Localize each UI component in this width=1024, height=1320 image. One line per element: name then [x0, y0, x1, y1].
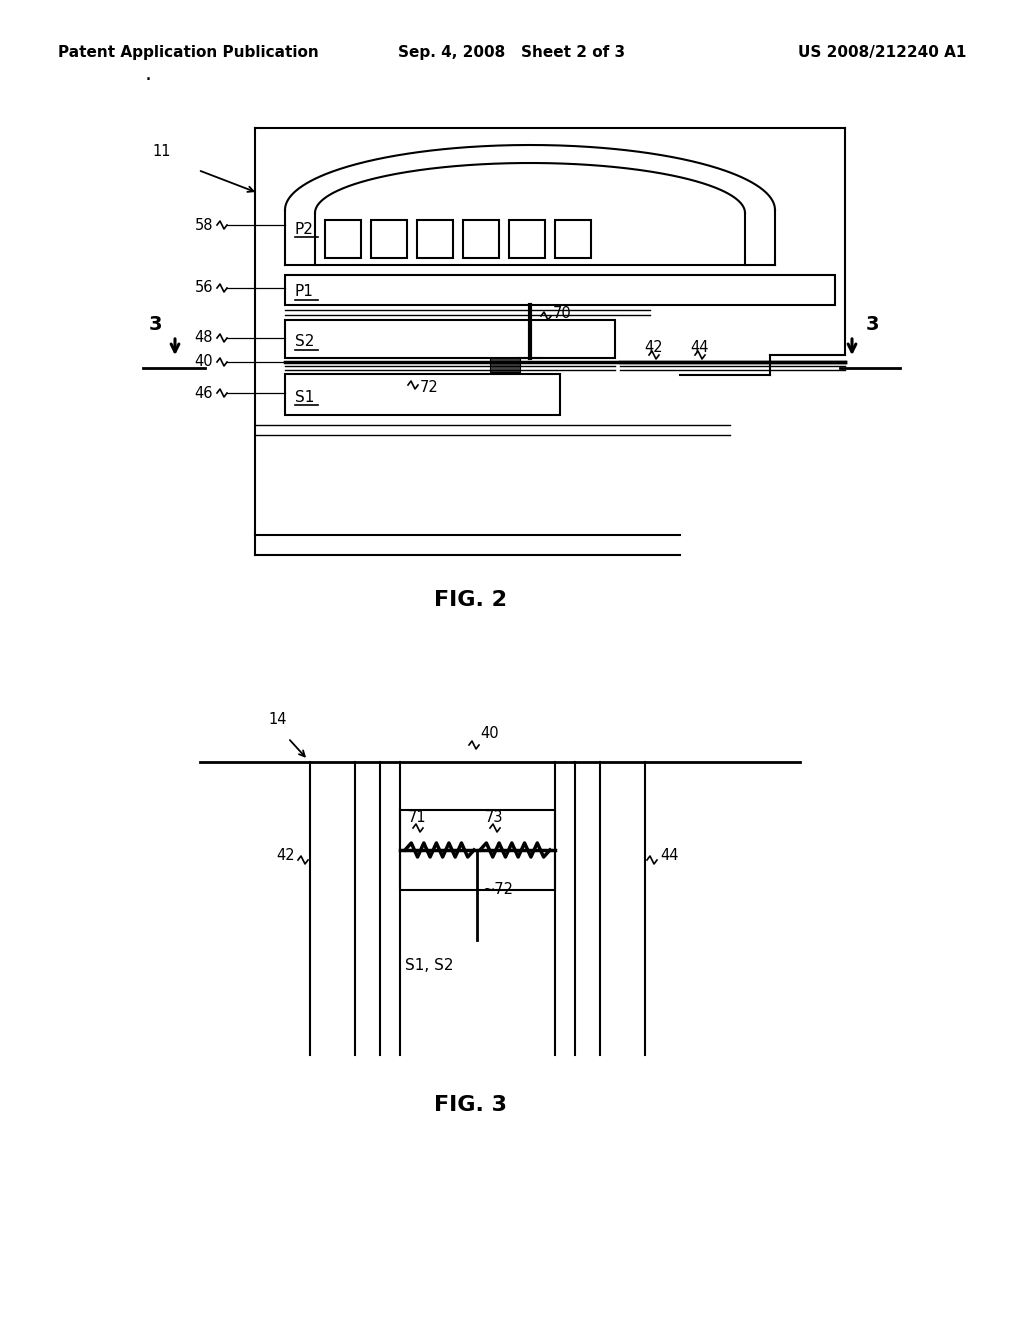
Text: 42: 42 — [645, 341, 664, 355]
Bar — [555, 220, 591, 257]
Text: 44: 44 — [660, 847, 679, 862]
Text: 11: 11 — [152, 144, 171, 160]
Text: S1: S1 — [295, 389, 314, 404]
Text: 72: 72 — [420, 380, 438, 395]
Text: ·: · — [144, 70, 152, 90]
Text: FIG. 3: FIG. 3 — [433, 1096, 507, 1115]
Text: P1: P1 — [295, 285, 314, 300]
Text: 44: 44 — [691, 341, 710, 355]
Bar — [463, 220, 499, 257]
Text: 48: 48 — [195, 330, 213, 346]
Text: 42: 42 — [276, 847, 295, 862]
Text: 46: 46 — [195, 385, 213, 400]
Text: Sep. 4, 2008   Sheet 2 of 3: Sep. 4, 2008 Sheet 2 of 3 — [398, 45, 626, 59]
Text: 3: 3 — [148, 315, 162, 334]
Text: ~72: ~72 — [482, 883, 513, 898]
Bar — [371, 220, 407, 257]
Bar — [285, 319, 615, 358]
Bar — [400, 810, 555, 890]
Bar — [509, 220, 545, 257]
Text: 73: 73 — [485, 810, 504, 825]
Text: 70: 70 — [553, 305, 571, 321]
Bar — [325, 220, 361, 257]
Text: FIG. 2: FIG. 2 — [433, 590, 507, 610]
Text: S2: S2 — [295, 334, 314, 350]
Bar — [490, 358, 520, 372]
Bar — [417, 220, 453, 257]
Text: 14: 14 — [268, 713, 287, 727]
Text: S1, S2: S1, S2 — [406, 957, 454, 973]
Text: 71: 71 — [408, 810, 427, 825]
Text: 40: 40 — [195, 355, 213, 370]
Text: 56: 56 — [195, 281, 213, 296]
Bar — [285, 374, 560, 414]
Text: P2: P2 — [295, 222, 314, 236]
Bar — [285, 275, 835, 305]
Text: 3: 3 — [865, 315, 879, 334]
Text: US 2008/212240 A1: US 2008/212240 A1 — [798, 45, 966, 59]
Text: 58: 58 — [195, 218, 213, 232]
Text: 40: 40 — [480, 726, 499, 741]
Text: Patent Application Publication: Patent Application Publication — [58, 45, 318, 59]
